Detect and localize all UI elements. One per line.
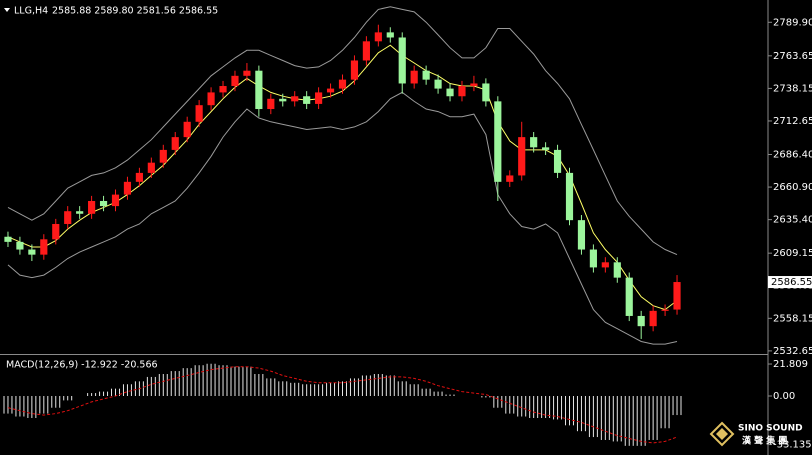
y-tick-label: -33.135 xyxy=(773,440,812,451)
candle-body xyxy=(326,88,335,93)
candle-body xyxy=(482,83,490,102)
y-tick-label: 21.809 xyxy=(773,359,808,370)
candle-body xyxy=(338,79,347,89)
candle-body xyxy=(362,41,370,61)
watermark: SINO SOUND 漢 聲 集 團 xyxy=(709,421,803,447)
candle-body xyxy=(494,101,502,182)
candle-body xyxy=(171,137,179,150)
candle-body xyxy=(434,79,442,89)
candle-body xyxy=(613,262,621,278)
candle-body xyxy=(147,162,155,173)
candle-body xyxy=(111,194,120,207)
candle-body xyxy=(350,60,359,80)
candle-body xyxy=(398,37,406,84)
chart-title: LLG,H4 xyxy=(14,6,48,17)
candle-body xyxy=(16,241,24,250)
candle-body xyxy=(565,172,574,221)
candle-body xyxy=(637,315,645,327)
candle-body xyxy=(291,96,299,102)
logo-sub: 漢 聲 集 團 xyxy=(742,435,787,447)
candle-body xyxy=(183,121,191,138)
candle-body xyxy=(267,98,275,110)
candle-body xyxy=(40,239,48,255)
candle-body xyxy=(4,236,12,242)
candle-body xyxy=(577,220,586,250)
y-tick-label: 0.00 xyxy=(773,391,795,402)
candle-body xyxy=(52,223,60,240)
candle-body xyxy=(470,83,478,87)
candle-body xyxy=(88,200,96,214)
candle-body xyxy=(589,249,597,268)
candle-body xyxy=(386,32,394,38)
logo-icon xyxy=(709,421,735,447)
price-label-box xyxy=(768,276,812,289)
y-tick-label: 2789.90 xyxy=(773,17,812,28)
candle-body xyxy=(553,149,562,173)
overlay-line xyxy=(7,91,678,345)
candle-body xyxy=(649,310,657,327)
y-tick-label: 2635.40 xyxy=(773,215,812,226)
candle-body xyxy=(506,175,514,182)
candle-body xyxy=(625,277,633,316)
candle-body xyxy=(374,32,382,42)
candle-body xyxy=(303,96,311,104)
candle-body xyxy=(64,211,72,224)
y-tick-label: 2712.65 xyxy=(773,116,812,127)
candle-body xyxy=(530,137,538,148)
candle-body xyxy=(661,309,669,311)
candle-body xyxy=(231,75,239,87)
logo-icon-core xyxy=(716,428,728,440)
candle-body xyxy=(279,98,287,102)
y-tick-label: 2660.90 xyxy=(773,182,812,193)
candle-body xyxy=(99,200,108,207)
candle-body xyxy=(123,181,132,195)
y-tick-label: 2763.65 xyxy=(773,51,812,62)
candle-body xyxy=(135,172,143,182)
candle-body xyxy=(195,105,203,122)
signal-line xyxy=(7,366,678,444)
y-tick-label: 2532.65 xyxy=(773,346,812,357)
candle-body xyxy=(422,70,430,80)
ohlc-header: 2585.88 2589.80 2581.56 2586.55 xyxy=(52,6,218,17)
overlay-line xyxy=(7,6,678,256)
candle-body xyxy=(673,282,681,310)
candle-body xyxy=(446,88,454,97)
candle-body xyxy=(76,211,84,214)
y-tick-label: 2686.40 xyxy=(773,149,812,160)
logo-brand: SINO SOUND xyxy=(738,424,803,434)
candle-body xyxy=(601,262,609,268)
y-tick-label: 2738.15 xyxy=(773,83,812,94)
candle-body xyxy=(255,70,263,110)
candle-body xyxy=(207,92,215,106)
candle-body xyxy=(458,86,466,97)
candle-body xyxy=(315,92,323,104)
y-tick-label: 2609.15 xyxy=(773,248,812,259)
price-label: 2586.55 xyxy=(771,277,812,288)
candle-body xyxy=(542,147,550,150)
candle-body xyxy=(159,149,167,163)
candle-body xyxy=(410,70,418,84)
candle-body xyxy=(518,137,526,176)
y-tick-label: 2558.15 xyxy=(773,313,812,324)
symbol-menu-arrow[interactable] xyxy=(4,8,10,12)
candle-body xyxy=(243,70,251,76)
candle-body xyxy=(219,86,227,93)
macd-title: MACD(12,26,9) -12.922 -20.566 xyxy=(6,360,158,371)
candle-body xyxy=(28,249,36,255)
